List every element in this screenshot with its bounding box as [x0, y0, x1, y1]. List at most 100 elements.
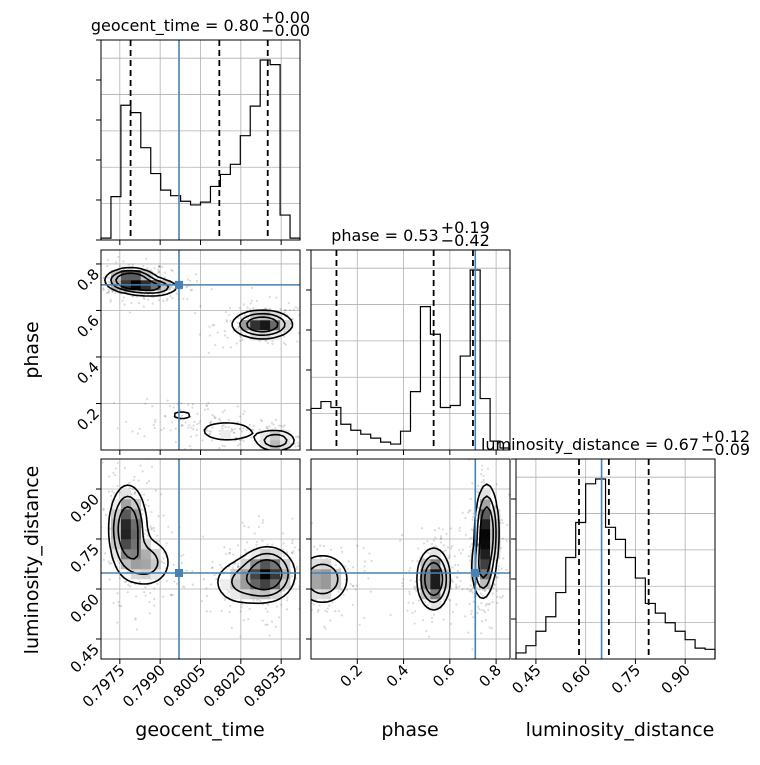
sample-point [134, 595, 138, 598]
sample-point [214, 416, 217, 419]
sample-point [181, 424, 184, 427]
sample-point [485, 602, 488, 606]
sample-point [242, 439, 245, 443]
density-cell [230, 579, 241, 590]
sample-point [102, 558, 105, 561]
sample-point [144, 503, 147, 507]
sample-point [255, 455, 257, 457]
sample-point [338, 567, 341, 570]
sample-point [296, 435, 300, 438]
panel-hist-phase [306, 249, 511, 455]
sample-point [455, 583, 458, 586]
density-cell [150, 549, 161, 560]
sample-point [464, 516, 467, 520]
sample-point [352, 584, 355, 588]
sample-point [188, 444, 192, 448]
sample-point [199, 305, 202, 308]
sample-point [468, 590, 471, 593]
sample-point [133, 475, 136, 479]
sample-point [340, 546, 343, 549]
sample-point [248, 423, 252, 426]
title-minus: −0.09 [701, 440, 750, 459]
sample-point [163, 276, 166, 279]
sample-point [145, 481, 149, 485]
sample-point [104, 513, 108, 517]
sample-point [274, 426, 277, 430]
sample-point [264, 623, 267, 626]
sample-point [305, 444, 307, 446]
sample-point [143, 297, 146, 301]
sample-point [400, 533, 404, 537]
sample-point [228, 610, 231, 614]
sample-point [240, 336, 243, 339]
density-cell [320, 569, 332, 580]
sample-point [218, 446, 221, 450]
sample-point [290, 551, 294, 554]
sample-point [122, 296, 126, 299]
sample-point [342, 593, 345, 597]
sample-point [434, 545, 437, 548]
sample-point [185, 286, 188, 289]
sample-point [294, 445, 297, 448]
sample-point [112, 401, 116, 405]
sample-point [175, 582, 179, 585]
sample-point [476, 490, 479, 493]
truth-marker [174, 569, 183, 577]
sample-point [409, 567, 412, 570]
sample-point [271, 342, 274, 345]
panel-hist-geocent-time [96, 39, 301, 245]
sample-point [252, 424, 255, 428]
sample-point [270, 620, 274, 623]
x-axis-label-luminosity-distance: luminosity_distance [526, 719, 715, 741]
sample-point [208, 432, 211, 435]
sample-point [181, 585, 184, 588]
panel-frame [100, 249, 301, 451]
density-cell [270, 569, 281, 580]
density-cell [280, 430, 291, 441]
sample-point [274, 625, 277, 628]
sample-point [211, 566, 214, 569]
sample-point [220, 609, 223, 612]
sample-point [323, 625, 326, 628]
sample-point [108, 578, 111, 581]
density-cell [110, 499, 122, 510]
sample-point [162, 557, 165, 560]
sample-point [305, 582, 307, 584]
sample-point [334, 563, 337, 566]
sample-point [445, 532, 448, 535]
sample-point [286, 540, 288, 542]
sample-point [180, 414, 183, 417]
density-cell [120, 519, 132, 530]
sample-point [144, 529, 147, 532]
sample-point [250, 299, 253, 302]
sample-point [173, 580, 176, 583]
sample-point [264, 307, 267, 310]
x-tick-label: 0.45 [508, 661, 544, 697]
sample-point [426, 539, 429, 543]
sample-point [150, 465, 154, 468]
sample-point [480, 632, 483, 635]
sample-point [141, 512, 144, 516]
sample-point [467, 631, 470, 634]
sample-point [295, 583, 297, 585]
sample-point [466, 587, 469, 591]
sample-point [130, 301, 133, 305]
sample-point [498, 596, 501, 599]
sample-point [151, 302, 154, 305]
sample-point [248, 607, 251, 610]
sample-point [313, 603, 316, 606]
sample-point [209, 583, 213, 586]
sample-point [209, 430, 213, 433]
sample-point [455, 585, 458, 588]
sample-point [258, 339, 261, 343]
sample-point [157, 265, 160, 268]
density-cell [120, 270, 132, 281]
panel-2d-geocent-time-vs-luminosity-distance: 0.79750.79900.80050.80200.80350.450.600.… [67, 458, 307, 711]
sample-point [305, 568, 307, 570]
density-cell [260, 440, 271, 450]
sample-point [329, 432, 331, 434]
sample-point [268, 634, 271, 637]
sample-point [171, 594, 174, 597]
sample-point [389, 613, 392, 617]
panel-frame [100, 39, 301, 241]
